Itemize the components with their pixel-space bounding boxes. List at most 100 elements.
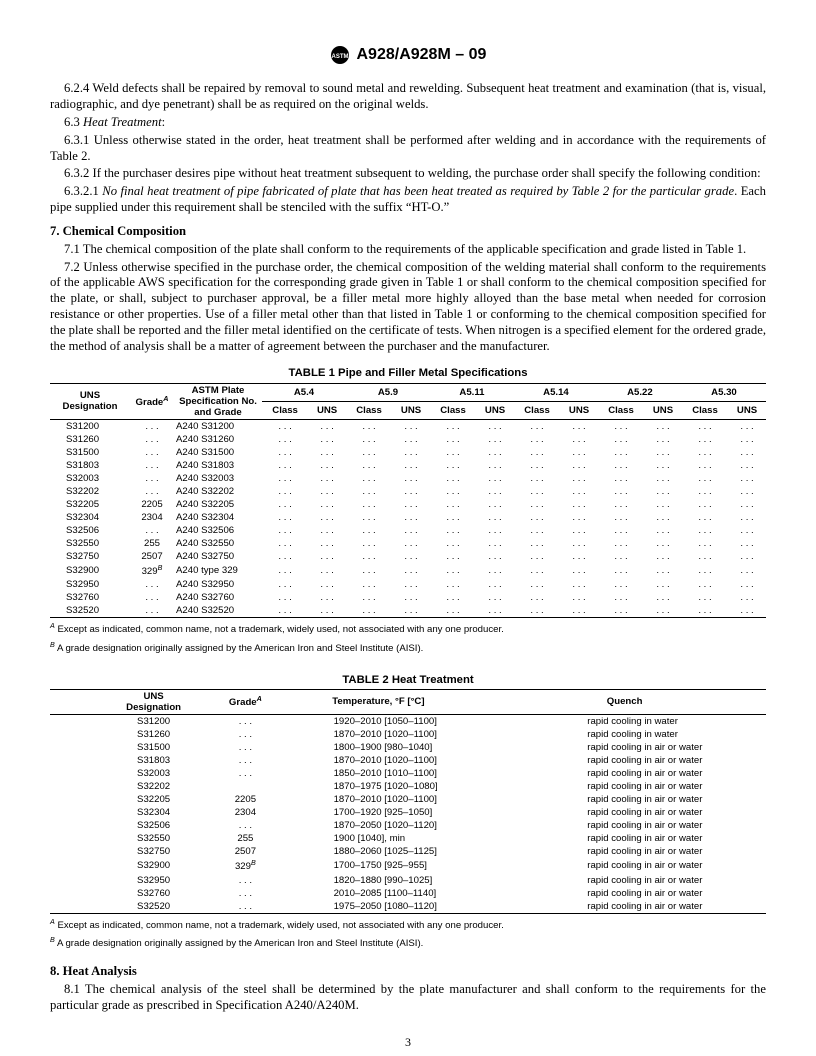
table-row: S32900329B1700–1750 [925–955]rapid cooli… <box>50 858 766 873</box>
para-8.1: 8.1 The chemical analysis of the steel s… <box>50 982 766 1014</box>
cell-dots: . . . <box>682 578 728 591</box>
cell-dots: . . . <box>476 578 514 591</box>
cell-uns: S31500 <box>50 446 130 459</box>
cell-dots: . . . <box>476 591 514 604</box>
cell-dots: . . . <box>262 604 308 618</box>
cell-dots: . . . <box>560 485 598 498</box>
th-class: Class <box>346 401 392 419</box>
cell-dots: . . . <box>514 446 560 459</box>
cell-quench: rapid cooling in air or water <box>487 780 766 793</box>
th-uns: UNS <box>476 401 514 419</box>
table2-footnote-b: B A grade designation originally assigne… <box>50 935 766 950</box>
table-row: S31260. . .A240 S31260. . .. . .. . .. .… <box>50 433 766 446</box>
designation: A928/A928M – 09 <box>357 46 487 63</box>
cell-dots: . . . <box>728 433 766 446</box>
table1-head: UNSDesignation GradeA ASTM PlateSpecific… <box>50 383 766 419</box>
cell-dots: . . . <box>728 511 766 524</box>
cell-dots: . . . <box>308 511 346 524</box>
cell-uns: S32750 <box>50 550 130 563</box>
cell-dots: . . . <box>514 524 560 537</box>
cell-dots: . . . <box>346 578 392 591</box>
cell-dots: . . . <box>644 485 682 498</box>
cell-dots: . . . <box>392 485 430 498</box>
table-row: S32900329BA240 type 329. . .. . .. . .. … <box>50 563 766 578</box>
cell-uns: S32550 <box>50 537 130 550</box>
cell-plate: A240 S31260 <box>174 433 262 446</box>
cell-grade <box>201 780 273 793</box>
table-row: S327502507A240 S32750. . .. . .. . .. . … <box>50 550 766 563</box>
cell-quench: rapid cooling in air or water <box>487 767 766 780</box>
cell-dots: . . . <box>598 472 644 485</box>
cell-dots: . . . <box>308 524 346 537</box>
cell-dots: . . . <box>476 446 514 459</box>
cell-dots: . . . <box>262 578 308 591</box>
cell-dots: . . . <box>476 604 514 618</box>
cell-dots: . . . <box>682 511 728 524</box>
table-row: S325502551900 [1040], minrapid cooling i… <box>50 832 766 845</box>
table-row: S32506. . .A240 S32506. . .. . .. . .. .… <box>50 524 766 537</box>
cell-dots: . . . <box>430 459 476 472</box>
cell-dots: . . . <box>644 591 682 604</box>
cell-dots: . . . <box>514 563 560 578</box>
cell-dots: . . . <box>560 524 598 537</box>
cell-grade: 2205 <box>201 793 273 806</box>
cell-dots: . . . <box>476 563 514 578</box>
cell-dots: . . . <box>392 446 430 459</box>
cell-grade: . . . <box>201 754 273 767</box>
table-row: S31200. . .1920–2010 [1050–1100]rapid co… <box>50 714 766 728</box>
cell-dots: . . . <box>514 498 560 511</box>
cell-uns: S32950 <box>50 578 130 591</box>
table-row: S32550255A240 S32550. . .. . .. . .. . .… <box>50 537 766 550</box>
cell-uns: S32550 <box>50 832 201 845</box>
cell-dots: . . . <box>346 433 392 446</box>
clause-italic-text: No final heat treatment of pipe fabricat… <box>102 184 734 198</box>
cell-dots: . . . <box>728 446 766 459</box>
cell-dots: . . . <box>308 472 346 485</box>
table-row: S323042304A240 S32304. . .. . .. . .. . … <box>50 511 766 524</box>
cell-dots: . . . <box>392 419 430 433</box>
cell-uns: S31803 <box>50 459 130 472</box>
cell-grade: . . . <box>201 819 273 832</box>
table-row: S3220522051870–2010 [1020–1100]rapid coo… <box>50 793 766 806</box>
cell-dots: . . . <box>560 604 598 618</box>
cell-dots: . . . <box>644 537 682 550</box>
cell-grade: 2507 <box>201 845 273 858</box>
cell-uns: S32750 <box>50 845 201 858</box>
cell-dots: . . . <box>430 511 476 524</box>
cell-dots: . . . <box>308 537 346 550</box>
cell-plate: A240 S32520 <box>174 604 262 618</box>
th-a530: A5.30 <box>682 383 766 401</box>
cell-dots: . . . <box>430 446 476 459</box>
table1-body: S31200. . .A240 S31200. . .. . .. . .. .… <box>50 419 766 618</box>
cell-grade: . . . <box>201 714 273 728</box>
cell-dots: . . . <box>392 524 430 537</box>
cell-dots: . . . <box>598 524 644 537</box>
cell-quench: rapid cooling in air or water <box>487 874 766 887</box>
cell-dots: . . . <box>392 537 430 550</box>
table-row: S32760. . .2010–2085 [1100–1140]rapid co… <box>50 887 766 900</box>
cell-uns: S31200 <box>50 714 201 728</box>
cell-grade: . . . <box>130 419 174 433</box>
cell-temp: 1820–1880 [990–1025] <box>274 874 488 887</box>
cell-dots: . . . <box>346 459 392 472</box>
cell-dots: . . . <box>560 578 598 591</box>
cell-plate: A240 S32750 <box>174 550 262 563</box>
table1-footnote-a: A Except as indicated, common name, not … <box>50 621 766 636</box>
cell-dots: . . . <box>598 550 644 563</box>
cell-dots: . . . <box>682 472 728 485</box>
cell-dots: . . . <box>308 459 346 472</box>
cell-dots: . . . <box>430 604 476 618</box>
cell-dots: . . . <box>262 446 308 459</box>
cell-dots: . . . <box>308 419 346 433</box>
cell-dots: . . . <box>476 419 514 433</box>
cell-uns: S31260 <box>50 728 201 741</box>
cell-dots: . . . <box>430 472 476 485</box>
table-row: S322021870–1975 [1020–1080]rapid cooling… <box>50 780 766 793</box>
cell-dots: . . . <box>262 433 308 446</box>
section-8-head: 8. Heat Analysis <box>50 964 766 980</box>
cell-dots: . . . <box>308 604 346 618</box>
cell-dots: . . . <box>476 498 514 511</box>
cell-dots: . . . <box>430 563 476 578</box>
cell-grade: 255 <box>201 832 273 845</box>
cell-dots: . . . <box>598 459 644 472</box>
